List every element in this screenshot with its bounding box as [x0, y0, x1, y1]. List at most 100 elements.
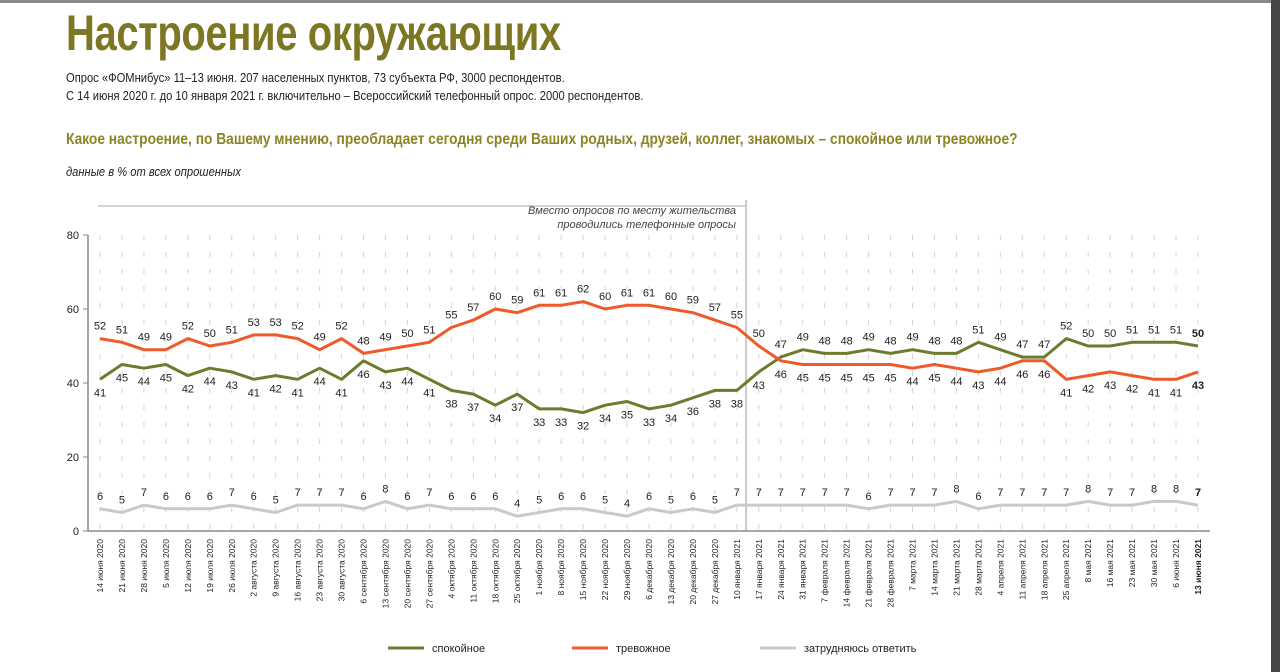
data-label: 59: [687, 295, 699, 307]
data-label: 6: [97, 491, 103, 503]
data-label: 44: [950, 376, 962, 388]
data-label: 6: [251, 491, 257, 503]
x-tick-label: 13 сентября 2020: [380, 539, 390, 609]
data-label: 7: [1129, 487, 1135, 499]
data-label: 6: [975, 491, 981, 503]
data-label: 49: [138, 332, 150, 344]
data-label: 41: [292, 387, 304, 399]
data-label: 37: [467, 402, 479, 414]
x-tick-label: 21 февраля 2021: [864, 539, 874, 608]
x-tick-label: 7 февраля 2021: [820, 539, 830, 603]
x-tick-label: 23 августа 2020: [315, 539, 325, 602]
data-label: 44: [906, 376, 918, 388]
data-label: 6: [207, 491, 213, 503]
data-label: 42: [1082, 384, 1094, 396]
data-label: 45: [841, 373, 853, 385]
viewer-scrollbar[interactable]: [1271, 0, 1280, 672]
x-tick-label: 18 апреля 2021: [1039, 539, 1049, 600]
data-label: 33: [555, 417, 567, 429]
data-label: 7: [734, 487, 740, 499]
data-label: 55: [445, 310, 457, 322]
data-label: 6: [185, 491, 191, 503]
data-label: 8: [382, 483, 388, 495]
data-label: 8: [1173, 483, 1179, 495]
data-label: 7: [887, 487, 893, 499]
x-tick-label: 23 мая 2021: [1127, 539, 1137, 588]
series-line-1: [99, 337, 1199, 415]
data-label: 50: [204, 328, 216, 340]
data-label: 45: [797, 373, 809, 385]
data-label: 41: [1170, 387, 1182, 399]
data-label: 60: [599, 291, 611, 303]
y-tick-label: 0: [73, 526, 79, 538]
data-label: 57: [709, 302, 721, 314]
x-tick-label: 22 ноября 2020: [600, 539, 610, 600]
data-label: 5: [668, 495, 674, 507]
data-label: 6: [470, 491, 476, 503]
data-label: 5: [712, 495, 718, 507]
data-label: 7: [317, 487, 323, 499]
data-label: 46: [357, 369, 369, 381]
data-label: 33: [533, 417, 545, 429]
data-label: 6: [163, 491, 169, 503]
data-label: 6: [866, 491, 872, 503]
data-label: 50: [1192, 328, 1204, 340]
data-label: 7: [338, 487, 344, 499]
x-tick-label: 29 ноября 2020: [622, 539, 632, 600]
data-label: 7: [1063, 487, 1069, 499]
data-label: 6: [404, 491, 410, 503]
data-label: 32: [577, 421, 589, 433]
data-label: 7: [229, 487, 235, 499]
x-tick-label: 10 января 2021: [732, 539, 742, 600]
data-label: 6: [558, 491, 564, 503]
annotation-line-1: Вместо опросов по месту жительства: [528, 205, 736, 217]
x-tick-label: 1 ноября 2020: [534, 539, 544, 596]
data-label: 49: [379, 332, 391, 344]
data-label: 59: [511, 295, 523, 307]
data-label: 49: [797, 332, 809, 344]
x-tick-label: 14 февраля 2021: [842, 539, 852, 608]
data-label: 51: [1170, 324, 1182, 336]
data-label: 44: [138, 376, 150, 388]
data-label: 36: [687, 406, 699, 418]
data-label: 43: [1104, 380, 1116, 392]
data-label: 38: [731, 398, 743, 410]
data-label: 38: [709, 398, 721, 410]
series-line-3: [99, 499, 1199, 518]
data-label: 6: [360, 491, 366, 503]
data-label: 6: [646, 491, 652, 503]
x-tick-label: 9 августа 2020: [271, 539, 281, 597]
data-label: 5: [273, 495, 279, 507]
x-tick-label: 8 мая 2021: [1083, 539, 1093, 583]
x-tick-label: 31 января 2021: [798, 539, 808, 600]
data-label: 43: [226, 380, 238, 392]
data-label: 60: [665, 291, 677, 303]
data-label: 43: [1192, 380, 1204, 392]
x-tick-label: 28 июня 2020: [139, 539, 149, 593]
data-label: 7: [141, 487, 147, 499]
page-title: Настроение окружающих: [66, 5, 561, 61]
data-label: 45: [862, 373, 874, 385]
data-label: 52: [94, 321, 106, 333]
data-label: 8: [1085, 483, 1091, 495]
data-label: 41: [248, 387, 260, 399]
data-label: 5: [536, 495, 542, 507]
data-label: 44: [204, 376, 216, 388]
data-label: 51: [226, 324, 238, 336]
data-label: 51: [1148, 324, 1160, 336]
data-label: 49: [862, 332, 874, 344]
x-tick-label: 30 мая 2021: [1149, 539, 1159, 588]
x-tick-label: 13 июня 2021: [1193, 539, 1203, 595]
data-label: 7: [295, 487, 301, 499]
x-tick-label: 4 октября 2020: [446, 539, 456, 599]
data-label: 48: [841, 335, 853, 347]
legend-label: затрудняюсь ответить: [804, 643, 917, 655]
data-label: 44: [994, 376, 1006, 388]
data-label: 61: [555, 287, 567, 299]
data-label: 57: [467, 302, 479, 314]
x-tick-label: 19 июля 2020: [205, 539, 215, 593]
x-tick-label: 6 июня 2021: [1171, 539, 1181, 588]
data-label: 43: [753, 380, 765, 392]
legend-label: спокойное: [432, 643, 485, 655]
data-label: 42: [1126, 384, 1138, 396]
